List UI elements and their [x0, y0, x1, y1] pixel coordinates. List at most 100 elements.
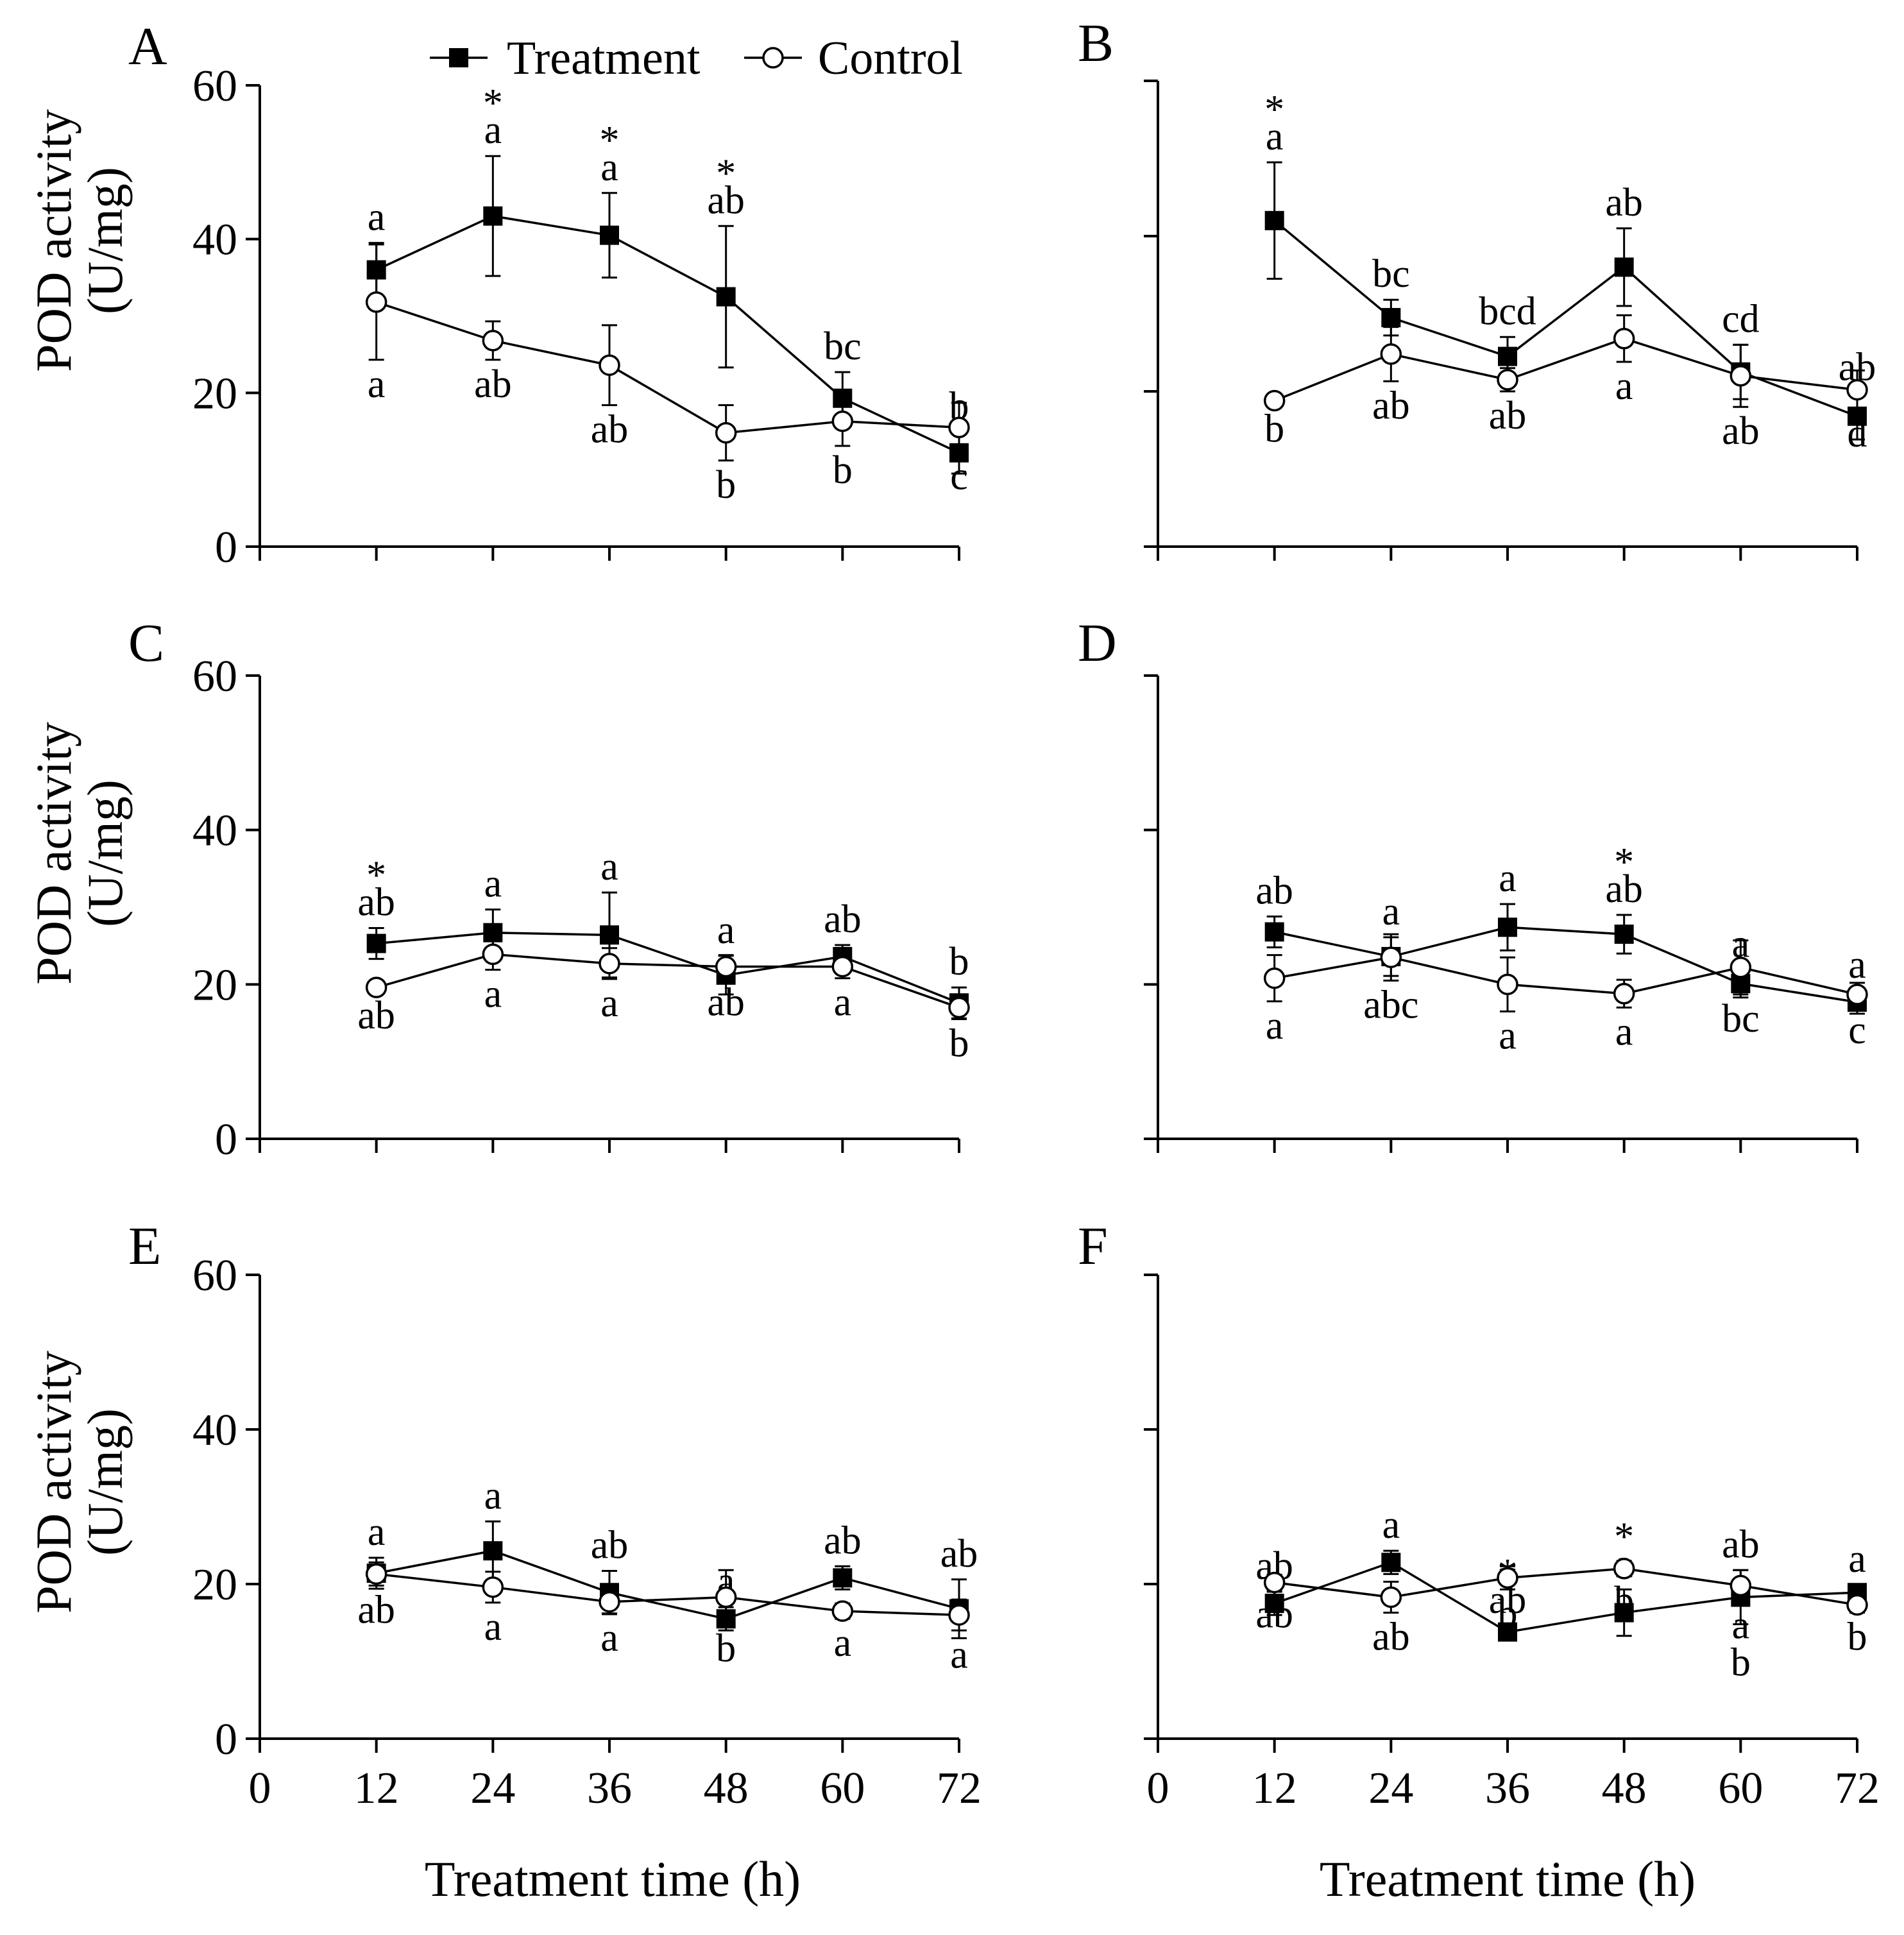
control-point: [715, 1586, 737, 1608]
significance-star: *: [716, 151, 736, 195]
control-point: [1380, 343, 1402, 365]
treatment-point: [483, 206, 503, 226]
treatment-letter: ab: [591, 1524, 629, 1567]
significance-star: *: [366, 853, 386, 897]
ylabel-line2: (U/mg): [77, 167, 133, 314]
control-letter: ab: [1255, 1593, 1293, 1637]
treatment-point: [1381, 308, 1401, 328]
treatment-letter: ab: [824, 1519, 862, 1562]
y-tick-label: 60: [192, 1251, 237, 1300]
significance-star: *: [1264, 88, 1284, 132]
y-tick-label: 40: [192, 216, 237, 265]
treatment-letter: bcd: [1479, 289, 1536, 333]
control-letter: ab: [1489, 394, 1527, 438]
control-letter: ab: [707, 981, 745, 1025]
control-letter: b: [716, 463, 736, 507]
control-letter-extra: b: [1731, 1641, 1751, 1685]
treatment-point: [1381, 1553, 1401, 1573]
treatment-line: [1273, 219, 1858, 418]
control-letter: ab: [1372, 384, 1410, 427]
ylabel-c: POD activity (U/mg): [26, 722, 133, 984]
treatment-point: [1498, 346, 1517, 366]
ylabel-a: POD activity (U/mg): [26, 109, 133, 371]
x-tick-label: 0: [1147, 1764, 1169, 1813]
x-tick-label: 0: [249, 1764, 271, 1813]
treatment-letter: a: [1266, 115, 1284, 158]
ylabel-line1: POD activity: [26, 722, 81, 984]
treatment-point: [1264, 1594, 1284, 1614]
y-tick-label: 60: [192, 652, 237, 701]
treatment-letter: ab: [1605, 181, 1643, 225]
treatment-letter: a: [717, 908, 735, 952]
control-letter: b: [1498, 1592, 1518, 1635]
treatment-letter: a: [1382, 1503, 1400, 1547]
x-tick-label: 48: [1602, 1764, 1647, 1813]
control-point: [1730, 365, 1752, 387]
control-letter: a: [1499, 1014, 1517, 1057]
control-letter: b: [949, 1021, 969, 1065]
control-point: [599, 953, 620, 975]
treatment-letter: a: [1848, 943, 1866, 987]
control-point: [599, 1590, 620, 1613]
panel-letter: B: [1078, 13, 1114, 73]
treatment-point: [600, 225, 619, 245]
treatment-line: [376, 1549, 960, 1621]
control-point: [1613, 983, 1635, 1005]
control-letter: ab: [357, 1588, 395, 1632]
control-letter: a: [1615, 1010, 1633, 1053]
control-point: [482, 943, 504, 966]
y-tick-label: 0: [215, 1115, 237, 1164]
y-tick-label: 20: [192, 1560, 237, 1610]
control-letter: a: [834, 1621, 852, 1665]
control-line: [376, 953, 960, 1009]
panel-letter: E: [128, 1216, 161, 1276]
treatment-letter: bc: [1372, 252, 1410, 296]
y-tick-label: 20: [192, 960, 237, 1010]
control-point: [1730, 957, 1752, 978]
y-tick-label: 40: [192, 806, 237, 856]
control-point: [1730, 1574, 1752, 1597]
control-letter: c: [1848, 1009, 1866, 1052]
control-letter: a: [484, 1605, 502, 1649]
treatment-letter: a: [600, 146, 618, 189]
control-letter: c: [950, 455, 968, 499]
treatment-letter: a: [368, 196, 386, 239]
control-point: [482, 330, 504, 352]
x-tick-label: 48: [704, 1764, 749, 1813]
control-letter: d: [1848, 412, 1867, 456]
control-point: [1613, 1558, 1635, 1580]
treatment-letter: ab: [707, 178, 745, 222]
control-letter: a: [1615, 364, 1633, 408]
treatment-point: [1614, 925, 1634, 944]
treatment-point: [716, 287, 736, 307]
legend-treatment-label: Treatment: [507, 32, 701, 85]
ylabel-line1: POD activity: [26, 1351, 81, 1613]
control-line: [376, 301, 960, 434]
control-point: [599, 354, 620, 376]
control-letter: b: [1264, 407, 1284, 451]
ylabel-line2: (U/mg): [77, 780, 133, 927]
treatment-line: [1274, 926, 1858, 1003]
treatment-letter: ab: [940, 1532, 978, 1576]
control-letter: b: [1848, 1615, 1867, 1659]
treatment-point: [833, 1568, 853, 1588]
control-letter: abc: [1363, 983, 1418, 1027]
panel-letter: F: [1078, 1216, 1108, 1276]
x-tick-label: 72: [1835, 1764, 1880, 1813]
panel-letter: C: [128, 613, 164, 673]
significance-star: *: [600, 119, 620, 162]
treatment-point: [1614, 257, 1634, 277]
control-letter: a: [1732, 1604, 1750, 1648]
treatment-letter: ab: [1605, 867, 1643, 911]
ylabel-line1: POD activity: [26, 109, 81, 371]
control-point: [948, 996, 970, 1019]
treatment-letter: b: [949, 940, 969, 984]
legend-control-marker: [762, 47, 784, 69]
control-point: [831, 1600, 854, 1622]
treatment-letter: ab: [357, 880, 395, 924]
control-point: [1380, 946, 1402, 968]
treatment-letter: bc: [824, 325, 862, 368]
